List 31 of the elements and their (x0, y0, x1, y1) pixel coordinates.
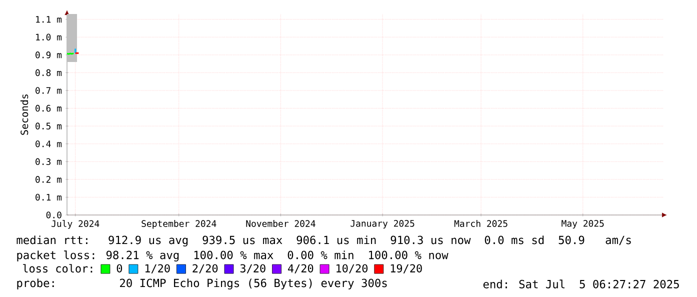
legend-label: 2/20 (192, 264, 218, 274)
legend-title: loss color: (23, 264, 92, 273)
y-axis-title: Seconds (20, 94, 28, 135)
y-tick-label: 0.4 m (36, 140, 62, 148)
y-tick-label: 0.8 m (36, 69, 62, 76)
y-tick-label: 1.1 m (36, 16, 62, 23)
x-tick-label: March 2025 (454, 220, 508, 227)
y-tick-label: 1.0 m (36, 34, 62, 41)
y-tick-label: 0.3 m (36, 158, 62, 166)
y-tick-label: 0.7 m (36, 87, 62, 94)
y-tick-label: 0.9 m (36, 52, 62, 58)
legend-label: 4/20 (288, 264, 314, 274)
y-tick-label: 0.0 (46, 212, 62, 218)
x-tick-label: September 2024 (142, 220, 216, 229)
text: packet loss: 98.21 % avg 100.00 % max 0.00 % min 100.00 % now (17, 250, 448, 262)
x-tick-label: May 2025 (562, 220, 604, 229)
legend-label: 10/20 (336, 264, 368, 274)
y-tick-label: 0.6 m (36, 104, 62, 112)
x-tick-label: January 2025 (350, 220, 414, 229)
legend-label: 3/20 (240, 264, 266, 274)
legend-label: 19/20 (390, 264, 422, 274)
text: probe: 20 ICMP Echo Pings (56 Bytes) every 300s (17, 278, 387, 290)
y-tick-label: 0.2 m (36, 176, 62, 183)
x-tick-label: July 2024 (52, 220, 100, 229)
y-tick-label: 0.1 m (36, 194, 62, 201)
x-tick-label: November 2024 (246, 220, 316, 227)
legend-label: 0 (116, 264, 122, 272)
legend-label: 1/20 (145, 264, 170, 274)
y-tick-label: 0.5 m (36, 122, 62, 130)
text: end: Sat Jul 5 06:27:27 2025 (483, 280, 679, 288)
text: median rtt: 912.9 us avg 939.5 us max 906.1 us min 910.3 us now 0.0 ms sd 50.9 am/s (16, 236, 631, 246)
